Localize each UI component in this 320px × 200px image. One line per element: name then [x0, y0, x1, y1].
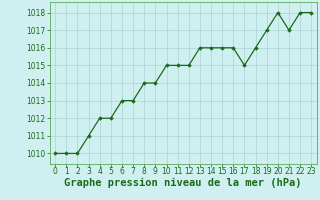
X-axis label: Graphe pression niveau de la mer (hPa): Graphe pression niveau de la mer (hPa): [64, 178, 302, 188]
